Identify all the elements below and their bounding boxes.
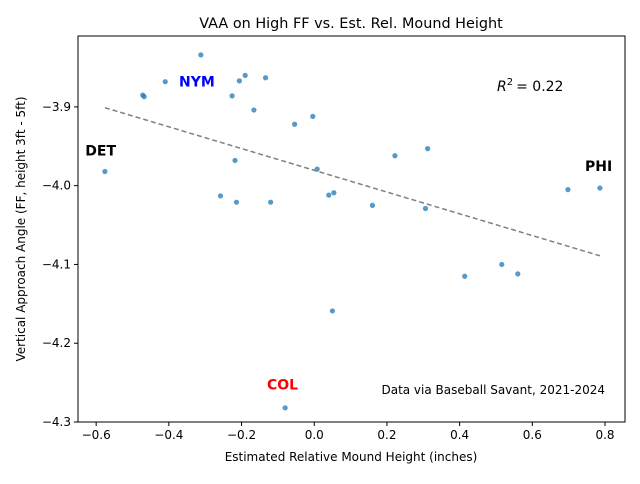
x-tick-label: 0.4 <box>450 428 469 442</box>
chart-title: VAA on High FF vs. Est. Rel. Mound Heigh… <box>199 16 503 32</box>
data-point <box>499 261 505 268</box>
team-label-det: DET <box>85 144 116 160</box>
x-tick-label: −0.2 <box>227 428 256 442</box>
team-label-phi: PHI <box>585 159 612 175</box>
data-point <box>292 121 298 127</box>
data-point <box>597 185 603 191</box>
y-tick-label: −4.1 <box>42 257 71 271</box>
y-axis: −3.9 −4.0 −4.1 −4.2 −4.3 <box>42 100 78 429</box>
data-point <box>198 52 204 58</box>
data-point <box>251 107 257 113</box>
x-tick-label: 0.0 <box>305 428 324 442</box>
data-point <box>262 75 269 81</box>
plot-frame <box>77 35 626 423</box>
x-axis: −0.6 −0.4 −0.2 0.0 0.2 0.4 0.6 0.8 <box>82 422 615 442</box>
data-point <box>515 271 521 277</box>
data-point <box>331 190 337 196</box>
data-point <box>217 193 224 199</box>
data-point <box>326 192 332 198</box>
x-tick-label: 0.2 <box>377 428 396 442</box>
data-point <box>392 153 398 159</box>
data-point <box>310 113 316 119</box>
data-point <box>369 202 375 208</box>
data-point <box>422 205 429 212</box>
data-point <box>425 146 431 152</box>
x-tick-label: −0.6 <box>82 428 111 442</box>
data-point <box>236 78 242 84</box>
trend-line <box>104 106 601 257</box>
data-point <box>232 157 238 164</box>
data-point <box>282 405 288 411</box>
data-point <box>162 79 168 85</box>
r-squared-value: = 0.22 <box>516 79 563 95</box>
x-tick-label: −0.4 <box>154 428 183 442</box>
team-label-nym: NYM <box>179 74 215 90</box>
x-tick-label: 0.6 <box>523 428 542 442</box>
team-label-col: COL <box>267 378 298 394</box>
y-tick-label: −4.2 <box>42 336 71 350</box>
data-point <box>229 93 235 99</box>
data-point <box>141 94 147 100</box>
x-axis-label: Estimated Relative Mound Height (inches) <box>225 450 478 464</box>
data-point <box>268 199 274 205</box>
data-point <box>233 199 240 205</box>
data-point <box>329 308 336 314</box>
y-axis-label: Vertical Approach Angle (FF, height 3ft … <box>14 96 28 361</box>
y-tick-label: −4.3 <box>42 415 71 429</box>
data-point <box>102 168 108 175</box>
data-point <box>565 187 571 193</box>
x-tick-label: 0.8 <box>595 428 614 442</box>
y-tick-label: −4.0 <box>42 179 71 193</box>
plot-content: DET NYM PHI COL <box>85 52 612 411</box>
y-tick-label: −3.9 <box>42 100 71 114</box>
data-point <box>462 273 468 279</box>
r-squared-label: R2 = 0.22 <box>497 77 563 95</box>
data-point <box>242 72 248 78</box>
source-note: Data via Baseball Savant, 2021-2024 <box>381 383 605 397</box>
